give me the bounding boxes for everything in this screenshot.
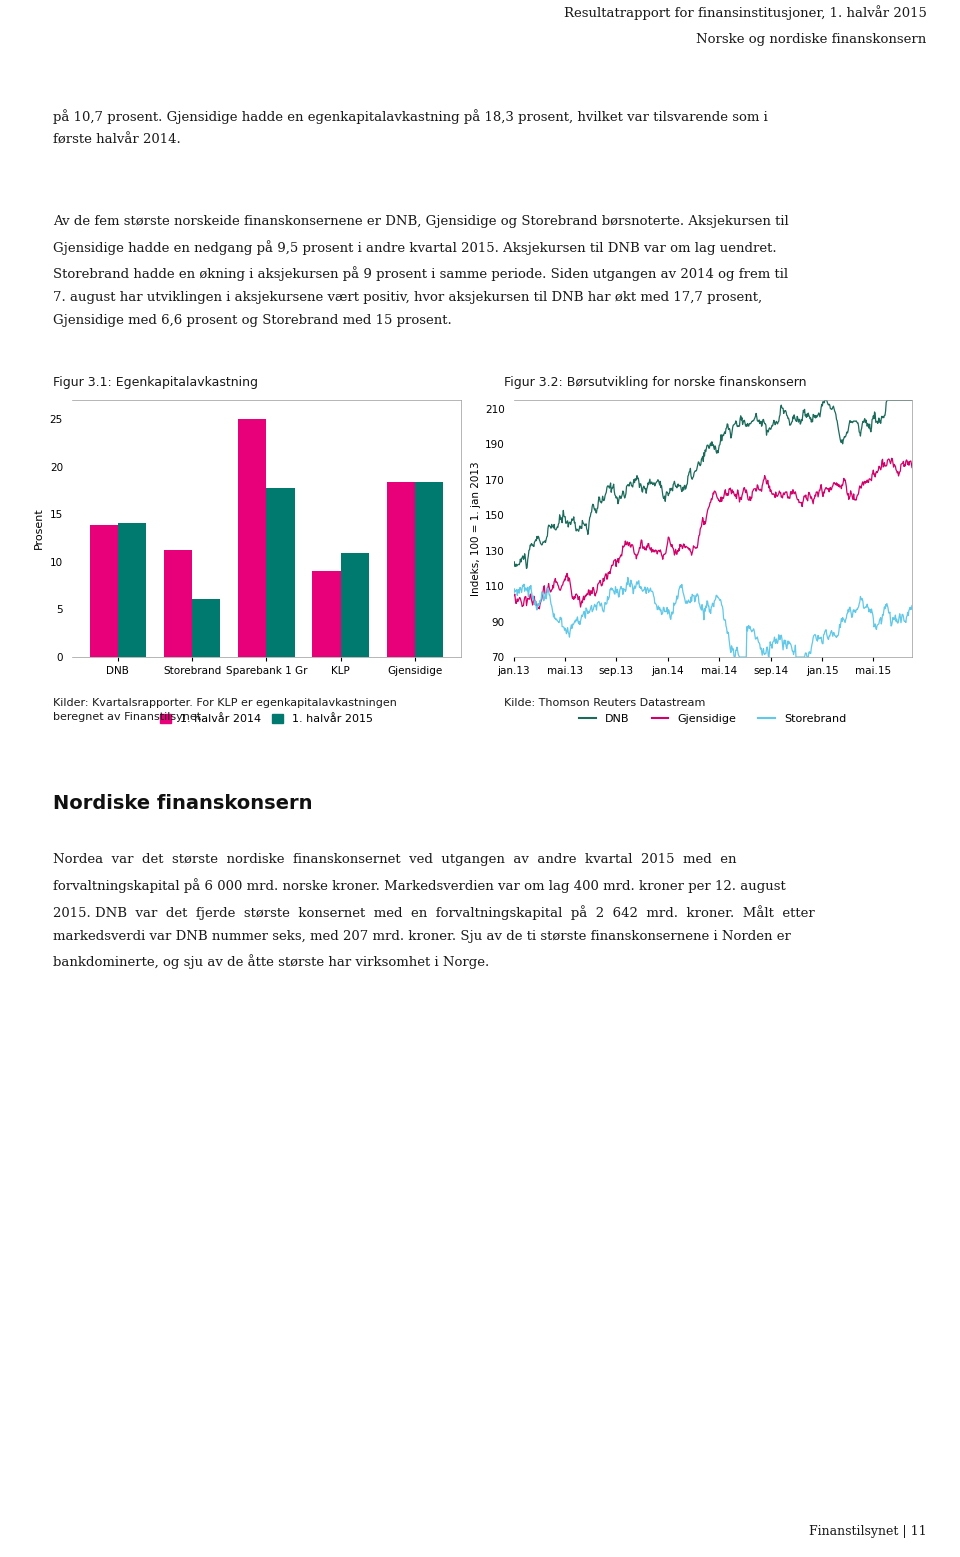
Text: Figur 3.1: Egenkapitalavkastning: Figur 3.1: Egenkapitalavkastning bbox=[53, 377, 258, 389]
Bar bbox=[238, 419, 266, 657]
Bar bbox=[415, 483, 444, 657]
Text: Figur 3.2: Børsutvikling for norske finanskonsern: Figur 3.2: Børsutvikling for norske fina… bbox=[504, 377, 806, 389]
Text: Nordiske finanskonsern: Nordiske finanskonsern bbox=[53, 794, 312, 813]
Legend: 1. halvår 2014, 1. halvår 2015: 1. halvår 2014, 1. halvår 2015 bbox=[156, 710, 377, 729]
Bar bbox=[192, 599, 221, 657]
Bar bbox=[164, 550, 192, 657]
Legend: DNB, Gjensidige, Storebrand: DNB, Gjensidige, Storebrand bbox=[575, 710, 851, 729]
Text: Kilde: Thomson Reuters Datastream: Kilde: Thomson Reuters Datastream bbox=[504, 698, 706, 707]
Bar bbox=[387, 483, 415, 657]
Y-axis label: Indeks, 100 = 1. jan 2013: Indeks, 100 = 1. jan 2013 bbox=[470, 461, 481, 596]
Text: Norske og nordiske finanskonsern: Norske og nordiske finanskonsern bbox=[696, 33, 926, 45]
Text: Av de fem største norskeide finanskonsernene er DNB, Gjensidige og Storebrand bø: Av de fem største norskeide finanskonser… bbox=[53, 215, 788, 327]
Bar bbox=[312, 571, 341, 657]
Text: Nordea  var  det  største  nordiske  finanskonsernet  ved  utgangen  av  andre  : Nordea var det største nordiske finansko… bbox=[53, 853, 814, 970]
Text: Resultatrapport for finansinstitusjoner, 1. halvår 2015: Resultatrapport for finansinstitusjoner,… bbox=[564, 6, 926, 20]
Text: Finanstilsynet | 11: Finanstilsynet | 11 bbox=[808, 1526, 926, 1538]
Bar bbox=[89, 525, 118, 657]
Bar bbox=[341, 553, 369, 657]
Text: på 10,7 prosent. Gjensidige hadde en egenkapitalavkastning på 18,3 prosent, hvil: på 10,7 prosent. Gjensidige hadde en ege… bbox=[53, 109, 768, 146]
Text: Kilder: Kvartalsrapporter. For KLP er egenkapitalavkastningen
beregnet av Finans: Kilder: Kvartalsrapporter. For KLP er eg… bbox=[53, 698, 396, 721]
Bar bbox=[266, 487, 295, 657]
Bar bbox=[118, 523, 146, 657]
Y-axis label: Prosent: Prosent bbox=[35, 508, 44, 550]
